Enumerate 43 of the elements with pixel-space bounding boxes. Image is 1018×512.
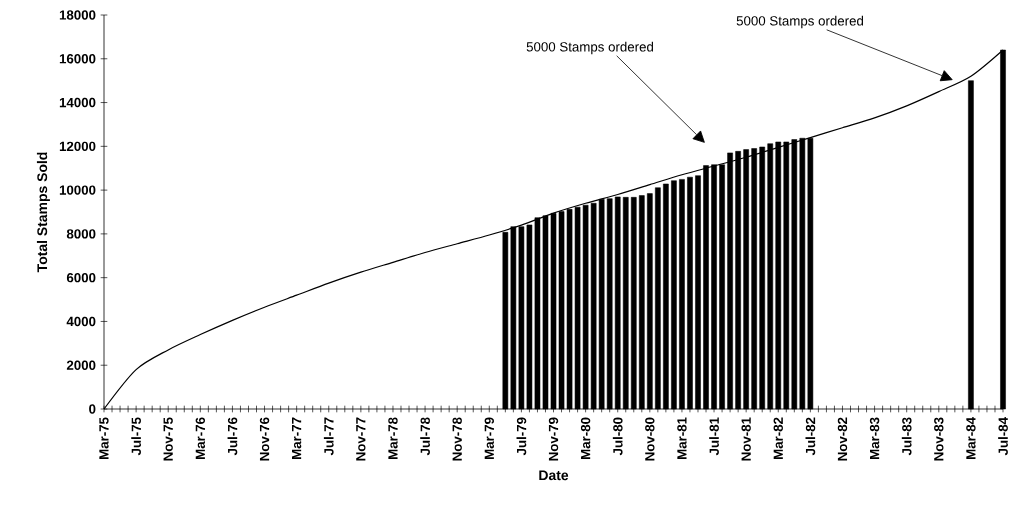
- x-tick-label: Mar-79: [484, 417, 494, 459]
- x-tick-label: Jul-75: [131, 417, 141, 456]
- x-tick-label: Nov-80: [645, 417, 655, 461]
- x-tick-label: Jul-80: [612, 417, 623, 456]
- y-tick-label: 10000: [59, 185, 96, 195]
- x-tick-label: Jul-81: [709, 417, 719, 456]
- x-axis-title: Date: [539, 470, 569, 481]
- x-tick-label: Nov-76: [259, 417, 270, 461]
- x-tick-label: Jul-83: [901, 417, 912, 456]
- y-tick-label: 16000: [59, 54, 96, 64]
- x-tick-label: Nov-78: [452, 417, 462, 461]
- x-tick-label: Mar-84: [966, 417, 976, 459]
- x-tick-label: Jul-79: [516, 417, 527, 456]
- x-tick-label: Mar-82: [773, 417, 783, 459]
- x-tick-label: Jul-78: [420, 417, 430, 456]
- x-tick-label: Nov-79: [548, 417, 559, 461]
- x-tick-label: Jul-84: [998, 417, 1008, 456]
- annotation: 5000 Stamps ordered: [526, 41, 654, 55]
- x-tick-label: Jul-82: [805, 417, 816, 456]
- annotation: 5000 Stamps ordered: [736, 15, 864, 29]
- y-tick-label: 18000: [59, 10, 96, 20]
- x-tick-label: Jul-77: [323, 417, 334, 456]
- y-tick-label: 0: [89, 404, 96, 414]
- x-tick-label: Mar-75: [99, 417, 109, 459]
- y-tick-label: 14000: [59, 97, 96, 108]
- x-tick-label: Nov-75: [163, 417, 173, 461]
- x-tick-label: Mar-81: [677, 417, 687, 459]
- x-tick-label: Mar-78: [388, 417, 398, 459]
- y-axis-title: Total Stamps Sold: [36, 152, 50, 273]
- x-tick-label: Nov-83: [934, 417, 944, 461]
- x-tick-label: Nov-77: [356, 417, 366, 461]
- x-tick-label: Mar-80: [580, 417, 591, 459]
- y-tick-label: 6000: [66, 272, 96, 283]
- x-tick-label: Mar-77: [292, 417, 302, 459]
- y-tick-label: 2000: [66, 360, 96, 370]
- x-tick-label: Nov-81: [741, 417, 751, 461]
- x-tick-label: Jul-76: [227, 417, 238, 456]
- x-tick-label: Nov-82: [837, 417, 848, 461]
- x-tick-label: Mar-83: [869, 417, 880, 459]
- y-tick-label: 12000: [59, 141, 96, 152]
- y-tick-label: 4000: [66, 316, 96, 327]
- y-tick-label: 8000: [66, 229, 96, 239]
- x-tick-label: Mar-76: [195, 417, 206, 459]
